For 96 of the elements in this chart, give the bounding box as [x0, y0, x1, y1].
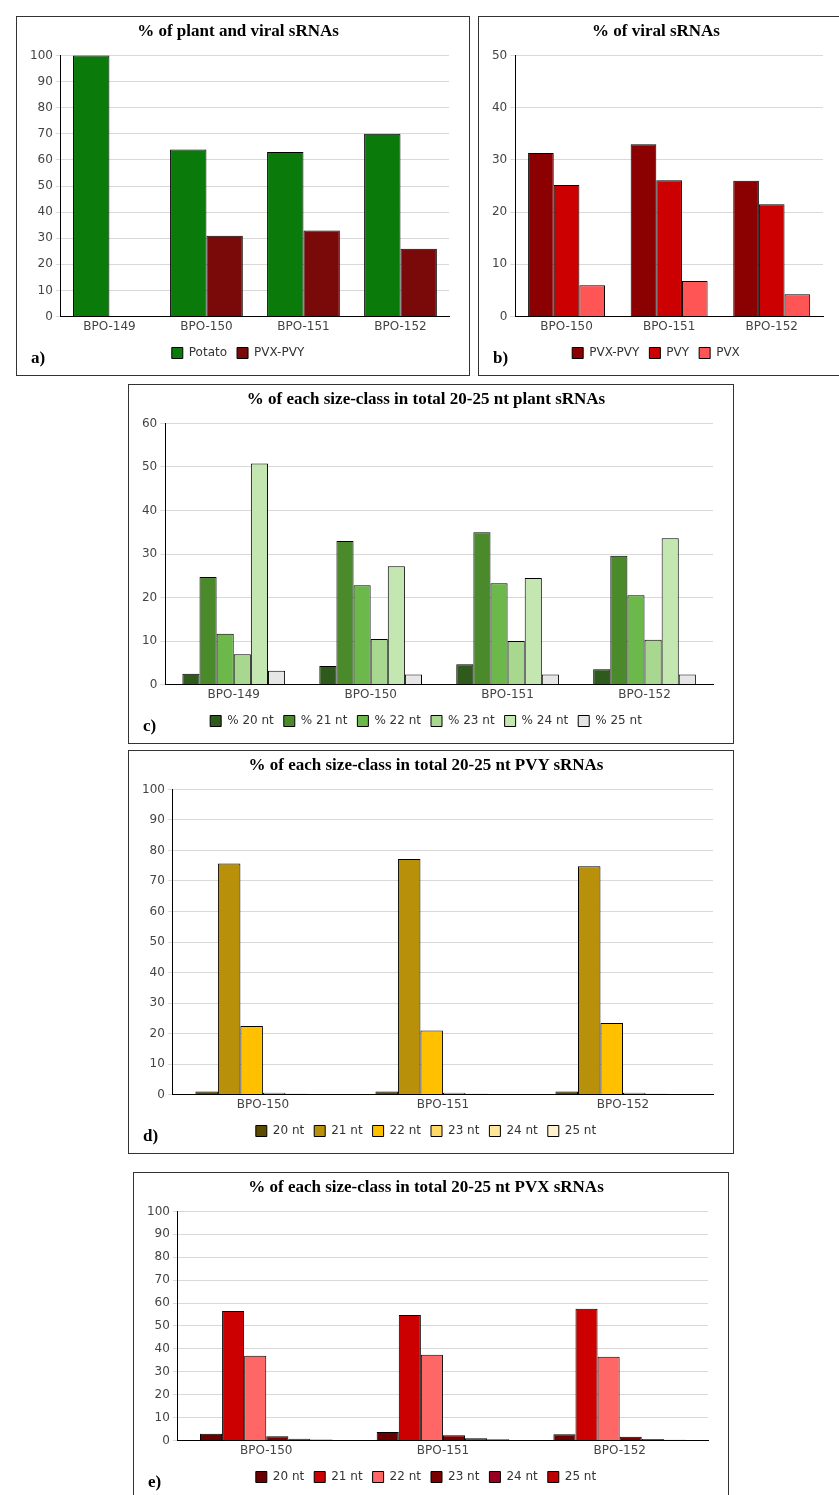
y-tick-label: 0 [45, 308, 53, 323]
y-tick-label: 100 [142, 781, 165, 796]
x-tick-label: BPO-152 [374, 318, 427, 333]
chart-title: % of each size-class in total 20-25 nt plant sRNAs [246, 388, 606, 408]
text: d) [143, 1125, 159, 1145]
y-tick-label: 20 [149, 1025, 165, 1040]
chart-title: % of viral sRNAs [592, 20, 721, 40]
y-tick-label: 80 [154, 1249, 170, 1264]
legend-label: % 20 nt [227, 713, 275, 728]
text: c) [143, 715, 157, 735]
y-tick-label: 50 [154, 1318, 170, 1333]
text: b) [493, 347, 509, 367]
y-tick-label: 30 [37, 230, 53, 245]
legend-label: PVX-PVY [254, 345, 305, 360]
legend-label: % 21 nt [300, 713, 348, 728]
legend-label: PVX-PVY [589, 345, 641, 360]
legend-label: Potato [188, 345, 228, 360]
legend-label: 24 nt [506, 1123, 539, 1138]
x-tick-label: BPO-151 [277, 318, 330, 333]
y-tick-label: 60 [149, 903, 165, 918]
x-tick-label: BPO-152 [593, 1442, 646, 1457]
chart-title: % of each size-class in total 20-25 nt PVY sRNAs [248, 754, 604, 774]
y-tick-label: 40 [154, 1341, 170, 1356]
y-tick-label: 0 [149, 676, 158, 691]
y-tick-label: 40 [37, 204, 53, 219]
y-tick-label: 40 [491, 99, 508, 114]
legend-label: % 23 nt [448, 713, 495, 728]
y-tick-label: 70 [149, 873, 165, 888]
legend-label: 23 nt [448, 1123, 480, 1138]
y-tick-label: 90 [37, 73, 53, 88]
legend-label: 24 nt [506, 1469, 539, 1484]
chart-title: % of each size-class in total 20-25 nt PVX sRNAs [248, 1176, 605, 1196]
y-tick-label: 10 [491, 256, 508, 271]
y-tick-label: 70 [37, 125, 53, 140]
legend-label: 25 nt [564, 1469, 597, 1484]
x-tick-label: BPO-151 [642, 318, 696, 333]
y-tick-label: 40 [141, 502, 158, 517]
y-tick-label: 20 [491, 204, 508, 219]
x-tick-label: BPO-150 [344, 686, 397, 701]
y-tick-label: 20 [154, 1386, 170, 1401]
y-tick-label: 30 [141, 546, 158, 561]
y-tick-label: 50 [491, 47, 508, 62]
legend-label: % 24 nt [521, 713, 569, 728]
legend-label: PVY [666, 345, 690, 360]
legend-label: % 22 nt [374, 713, 422, 728]
y-tick-label: 0 [162, 1432, 170, 1447]
y-tick-label: 60 [141, 415, 158, 430]
legend-label: 23 nt [448, 1469, 480, 1484]
text: e) [148, 1471, 162, 1491]
y-tick-label: 90 [154, 1226, 170, 1241]
y-tick-label: 60 [154, 1295, 170, 1310]
chart-title: % of plant and viral sRNAs [137, 20, 340, 40]
x-tick-label: BPO-152 [596, 1096, 650, 1111]
y-tick-label: 70 [154, 1272, 170, 1287]
legend-label: 20 nt [272, 1469, 305, 1484]
y-tick-label: 10 [141, 633, 158, 648]
legend-label: 25 nt [564, 1123, 597, 1138]
x-tick-label: BPO-152 [618, 686, 671, 701]
legend-label: 22 nt [389, 1123, 422, 1138]
legend-label: PVX [716, 345, 740, 360]
y-tick-label: 20 [37, 256, 53, 271]
y-tick-label: 20 [141, 589, 158, 604]
y-tick-label: 10 [149, 1056, 165, 1071]
x-tick-label: BPO-150 [180, 318, 233, 333]
x-tick-label: BPO-150 [240, 1442, 293, 1457]
y-tick-label: 100 [147, 1203, 170, 1218]
y-tick-label: 80 [37, 99, 53, 114]
y-tick-label: 60 [37, 152, 53, 167]
x-tick-label: BPO-151 [481, 686, 534, 701]
x-tick-label: BPO-150 [236, 1096, 290, 1111]
x-tick-label: BPO-151 [416, 1442, 470, 1457]
x-tick-label: BPO-149 [83, 318, 136, 333]
y-tick-label: 90 [149, 812, 165, 827]
y-tick-label: 30 [491, 152, 508, 167]
y-tick-label: 10 [154, 1409, 170, 1424]
y-tick-label: 40 [149, 964, 165, 979]
y-tick-label: 100 [30, 47, 53, 62]
y-tick-label: 10 [37, 282, 53, 297]
y-tick-label: 0 [157, 1086, 165, 1101]
y-tick-label: 50 [37, 178, 53, 193]
legend-label: 20 nt [272, 1123, 305, 1138]
legend-label: % 25 nt [595, 713, 643, 728]
legend-label: 21 nt [331, 1469, 363, 1484]
y-tick-label: 50 [141, 459, 158, 474]
x-tick-label: BPO-151 [416, 1096, 470, 1111]
x-tick-label: BPO-149 [207, 686, 260, 701]
x-tick-label: BPO-150 [540, 318, 593, 333]
x-tick-label: BPO-152 [745, 318, 798, 333]
y-tick-label: 50 [149, 934, 165, 949]
text: a) [31, 347, 46, 367]
y-tick-label: 80 [149, 842, 165, 857]
y-tick-label: 30 [149, 995, 165, 1010]
y-tick-label: 30 [154, 1363, 170, 1378]
y-tick-label: 0 [499, 308, 508, 323]
legend-label: 21 nt [331, 1123, 363, 1138]
legend-label: 22 nt [389, 1469, 422, 1484]
